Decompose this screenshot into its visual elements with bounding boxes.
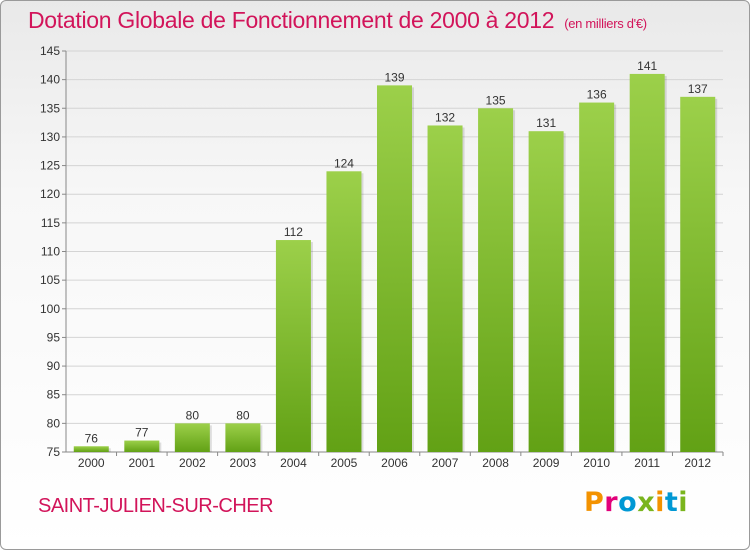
- y-tick-label: 100: [40, 302, 60, 316]
- logo-letter: t: [664, 487, 679, 518]
- bar-2004: [275, 240, 311, 452]
- y-tick-label: 130: [40, 130, 60, 144]
- bar-2009: [528, 131, 564, 452]
- data-label: 139: [384, 70, 404, 84]
- x-tick-label: 2008: [482, 456, 509, 470]
- bar-2000: [73, 446, 109, 452]
- bar-2010: [579, 102, 615, 453]
- y-tick-label: 120: [40, 187, 60, 201]
- y-tick-label: 105: [40, 273, 60, 287]
- bar-2011: [629, 73, 665, 453]
- bar-2007: [427, 125, 463, 452]
- bar-2008: [478, 108, 514, 453]
- y-tick-label: 75: [47, 445, 61, 459]
- bar-2006: [377, 85, 412, 452]
- x-tick-label: 2004: [280, 456, 307, 470]
- logo-letter: i: [678, 487, 689, 518]
- y-tick-label: 95: [47, 330, 61, 344]
- data-labels: 76 77 80 80 112 124 139 132 135 131 136 141 137: [85, 59, 708, 445]
- data-label: 137: [688, 82, 708, 96]
- bar-2012: [680, 96, 716, 452]
- logo-letter: P: [584, 487, 605, 518]
- data-label: 141: [637, 59, 657, 73]
- bar-2001: [124, 440, 160, 452]
- y-tick-label: 145: [40, 44, 60, 58]
- data-label: 132: [435, 110, 455, 124]
- x-tick-label: 2009: [533, 456, 560, 470]
- bars: [73, 73, 718, 453]
- logo-letter: r: [604, 487, 619, 518]
- x-tick-label: 2000: [78, 456, 105, 470]
- y-tick-label: 135: [40, 101, 60, 115]
- x-tick-label: 2006: [381, 456, 408, 470]
- bar-2005: [326, 171, 362, 453]
- bar-2002: [174, 423, 210, 452]
- chart-unit: (en milliers d'€): [564, 16, 647, 31]
- commune-name: SAINT-JULIEN-SUR-CHER: [38, 495, 274, 517]
- x-tick-label: 2011: [634, 456, 660, 470]
- bar-2003: [225, 423, 261, 452]
- y-tick-label: 125: [40, 159, 60, 173]
- y-tick-label: 115: [41, 216, 60, 230]
- x-tick-label: 2007: [432, 456, 459, 470]
- y-tick-label: 110: [41, 245, 60, 259]
- y-tick-label: 85: [47, 388, 61, 402]
- y-tick-label: 140: [40, 73, 60, 87]
- y-tick-label: 80: [47, 416, 61, 430]
- x-tick-label: 2012: [684, 456, 711, 470]
- data-label: 112: [284, 225, 303, 239]
- x-tick-label: 2003: [230, 456, 257, 470]
- proxiti-logo: Proxiti: [584, 487, 688, 518]
- data-label: 131: [536, 116, 556, 130]
- data-label: 135: [486, 93, 506, 107]
- y-tick-label: 90: [47, 359, 61, 373]
- x-tick-label: 2002: [179, 456, 206, 470]
- data-label: 136: [587, 88, 607, 102]
- logo-letter: x: [637, 487, 656, 518]
- x-tick-label: 2010: [583, 456, 610, 470]
- data-label: 76: [85, 431, 99, 445]
- x-tick-label: 2001: [128, 456, 155, 470]
- data-label: 80: [186, 408, 200, 422]
- chart-title: Dotation Globale de Fonctionnement de 20…: [28, 7, 647, 34]
- x-tick-label: 2005: [331, 456, 358, 470]
- logo-letter: o: [618, 487, 638, 518]
- data-label: 124: [334, 156, 354, 170]
- chart-title-text: Dotation Globale de Fonctionnement de 20…: [28, 7, 555, 33]
- tick-labels: 75 80 85 90 95 100 105 110 115 120 125 130 135 140 145…: [40, 44, 711, 470]
- logo-letter: i: [655, 487, 665, 518]
- data-label: 77: [135, 426, 149, 440]
- data-label: 80: [236, 408, 250, 422]
